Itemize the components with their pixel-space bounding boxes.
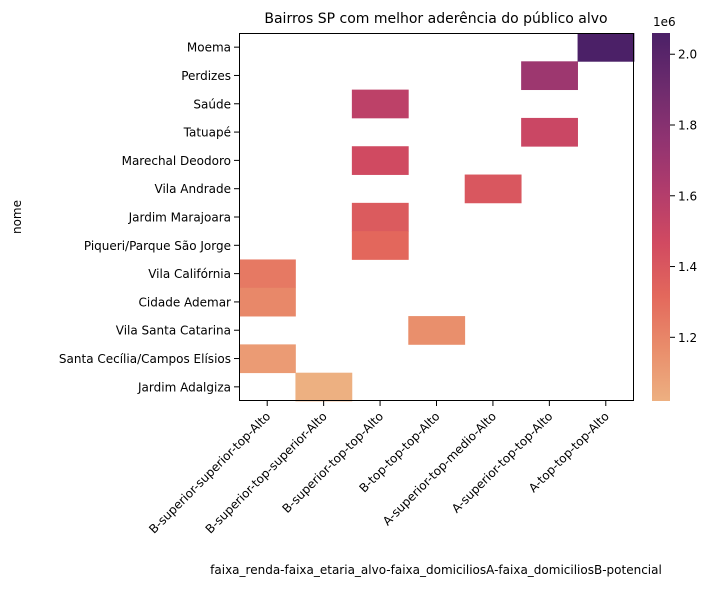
colorbar-ticks: 1.2 1.4 1.6 1.8 2.0	[670, 48, 697, 345]
heatmap-cell	[464, 174, 522, 204]
heatmap-cell	[239, 344, 296, 374]
heatmap-cell	[351, 202, 409, 232]
heatmap-cell	[295, 372, 353, 402]
y-tick-label: Moema	[187, 41, 231, 55]
y-tick-label: Vila Califórnia	[148, 267, 231, 281]
y-tick-label: Tatuapé	[183, 126, 231, 140]
y-tick-label: Santa Cecília/Campos Elísios	[59, 352, 231, 366]
colorbar	[652, 33, 670, 401]
heatmap-cell	[239, 259, 296, 289]
y-tick-label: Marechal Deodoro	[122, 154, 231, 168]
y-tick-label: Jardim Adalgiza	[137, 380, 231, 394]
y-axis-ticks: Moema Perdizes Saúde Tatuapé Marechal Deodor…	[59, 41, 239, 394]
heatmap-cell	[351, 146, 409, 175]
y-tick-label: Perdizes	[181, 69, 231, 83]
colorbar-tick-label: 2.0	[678, 48, 697, 62]
heatmap-cell	[521, 61, 578, 91]
heatmap-cell	[521, 117, 578, 147]
y-tick-label: Piqueri/Parque São Jorge	[84, 239, 231, 253]
colorbar-tick-label: 1.2	[678, 331, 697, 345]
heatmap-cells	[239, 33, 635, 402]
heatmap-cell	[577, 33, 635, 62]
chart-title: Bairros SP com melhor aderência do públi…	[264, 11, 607, 27]
heatmap-cell	[408, 316, 466, 345]
y-tick-label: Cidade Ademar	[139, 295, 232, 309]
colorbar-tick-label: 1.4	[678, 260, 697, 274]
heatmap-cell	[351, 89, 409, 119]
colorbar-tick-label: 1.6	[678, 189, 697, 203]
y-tick-label: Vila Santa Catarina	[116, 324, 231, 338]
x-axis-label: faixa_renda-faixa_etaria_alvo-faixa_domi…	[210, 563, 662, 577]
colorbar-tick-label: 1.8	[678, 119, 697, 133]
y-axis-label: nome	[10, 200, 24, 234]
y-tick-label: Saúde	[193, 97, 231, 111]
y-tick-label: Jardim Marajoara	[128, 211, 231, 225]
y-tick-label: Vila Andrade	[155, 182, 232, 196]
heatmap-cell	[351, 231, 409, 260]
colorbar-offset-label: 1e6	[653, 15, 676, 29]
heatmap-cell	[239, 287, 296, 317]
